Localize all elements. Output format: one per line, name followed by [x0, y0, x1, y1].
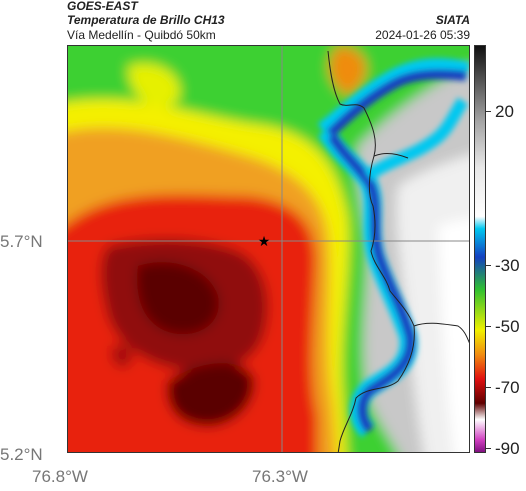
longitude-label-76.3: 76.3°W: [252, 467, 308, 486]
colorbar-label: 20: [495, 102, 514, 121]
boundary-line: [327, 50, 415, 452]
colorbar-label: -70: [495, 378, 520, 397]
colorbar-tick: [486, 448, 491, 449]
map-canvas: ★: [68, 46, 469, 452]
colorbar-tick: [486, 265, 491, 266]
colorbar-label: -50: [495, 317, 520, 336]
colorbar-tick: [486, 326, 491, 327]
timestamp-label: 2024-01-26 05:39: [375, 28, 470, 42]
region-subtitle: Vía Medellín - Quibdó 50km: [67, 28, 216, 42]
satellite-title: GOES-EAST: [67, 0, 138, 13]
temperature-colorbar: [474, 45, 486, 453]
star-icon: ★: [258, 233, 271, 249]
latitude-label-5.2: 5.2°N: [0, 445, 43, 464]
colorbar-label: -90: [495, 439, 520, 458]
satellite-map[interactable]: ★: [67, 45, 470, 453]
colorbar-label: -30: [495, 256, 520, 275]
brightness-temperature-field: [68, 46, 469, 452]
cold-cloud-edge: [317, 58, 469, 438]
organization-label: SIATA: [435, 13, 470, 27]
colorbar-tick: [486, 111, 491, 112]
longitude-label-76.8: 76.8°W: [32, 467, 88, 486]
latitude-label-5.7: 5.7°N: [0, 232, 43, 251]
product-title: Temperatura de Brillo CH13: [67, 13, 225, 27]
colorbar-tick: [486, 387, 491, 388]
